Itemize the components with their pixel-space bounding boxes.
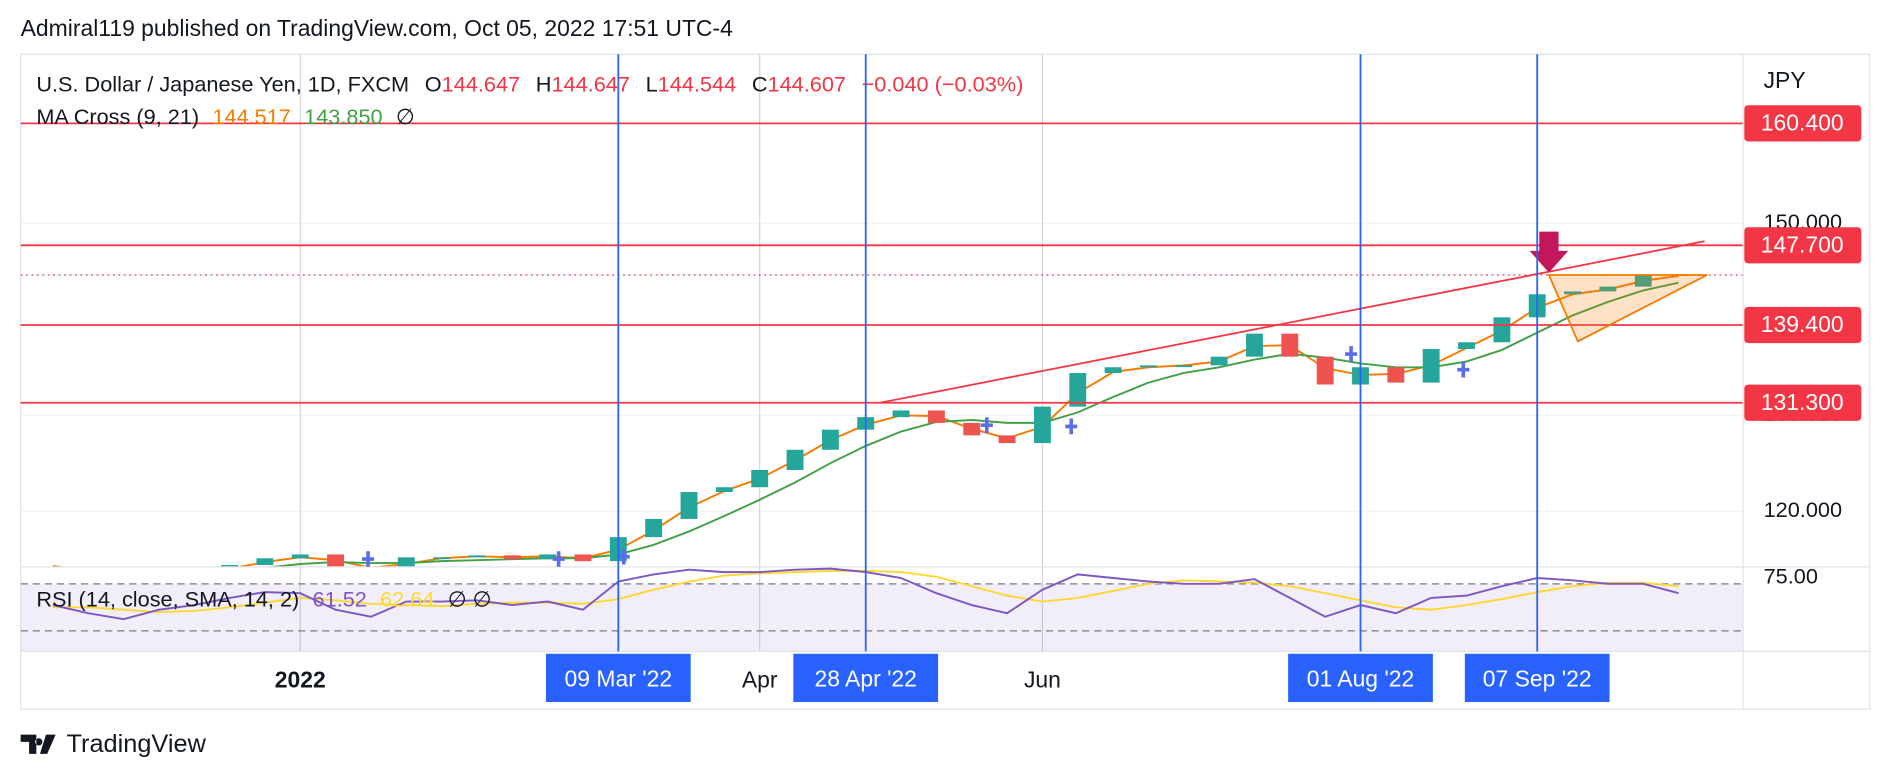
open: 144.647 [442, 71, 520, 96]
candle [892, 410, 910, 418]
level-label-box [1744, 105, 1862, 142]
rsi-legend: RSI (14, close, SMA, 14, 2) 61.52 62.64 … [36, 586, 491, 611]
candle [221, 564, 239, 567]
drawings [362, 231, 1708, 567]
cross [1345, 346, 1358, 362]
candle [715, 487, 733, 493]
level-label: 139.400 [1761, 311, 1844, 337]
candle [397, 557, 415, 567]
low: 144.544 [658, 71, 736, 96]
candle [1281, 333, 1299, 357]
rsi-sma: 62.64 [380, 586, 434, 611]
candle [1387, 367, 1405, 383]
open-label: O [425, 71, 442, 96]
candle [503, 555, 521, 560]
candle [1246, 333, 1263, 357]
candle [1104, 367, 1122, 373]
ma-legend: MA Cross (9, 21) 144.517 143.850 ∅ [36, 104, 414, 129]
x-tick-label: 2022 [275, 667, 326, 693]
candle [1564, 291, 1581, 295]
symbol-legend: U.S. Dollar / Japanese Yen, 1D, FXCM O14… [36, 71, 1023, 96]
tradingview-logo: TradingView [20, 730, 207, 758]
footer-brand: TradingView [66, 730, 206, 758]
cross [1457, 361, 1470, 378]
candle [468, 555, 486, 558]
marker-label-box [793, 653, 939, 703]
candle [645, 518, 663, 538]
candle [1140, 365, 1157, 368]
down-arrow [1529, 231, 1569, 273]
level-label: 160.400 [1761, 110, 1844, 136]
level-label-box [1744, 306, 1862, 344]
cross-markers [362, 346, 1470, 567]
candle [786, 449, 804, 470]
publisher: Admiral119 published on TradingView.com,… [21, 15, 733, 41]
cross [552, 551, 565, 567]
cross [362, 551, 375, 567]
ma-title: MA Cross (9, 21) [36, 104, 199, 129]
level-label: 147.700 [1761, 232, 1844, 258]
high: 144.647 [551, 71, 629, 96]
rsi-tick-label: 75.00 [1764, 564, 1818, 589]
marker-label-box [545, 653, 691, 703]
candle [1210, 356, 1228, 366]
candle [821, 429, 839, 450]
marker-label: 28 Apr '22 [814, 665, 916, 691]
candle [751, 469, 769, 488]
symbol: U.S. Dollar / Japanese Yen, 1D, FXCM [36, 71, 409, 96]
x-tick-label: Apr [742, 667, 778, 693]
marker-label-box [1464, 653, 1610, 703]
price-pane [20, 54, 1744, 567]
low-label: L [646, 71, 658, 96]
candle [1458, 342, 1475, 349]
rsi-title: RSI (14, close, SMA, 14, 2) [36, 586, 299, 611]
rsi-value: 61.52 [313, 586, 367, 611]
candle [433, 557, 451, 560]
candle [963, 422, 981, 436]
candle [680, 492, 698, 519]
level-label: 131.300 [1761, 389, 1844, 415]
cross [980, 417, 993, 434]
candle [1175, 365, 1193, 368]
rsi-icons: ∅ ∅ [448, 586, 492, 611]
candle [327, 554, 345, 567]
close-label: C [752, 71, 768, 96]
marker-label-box [1288, 653, 1433, 703]
candle [1422, 348, 1440, 383]
x-tick-label: Jun [1024, 667, 1061, 693]
marker-label: 07 Sep '22 [1483, 665, 1592, 691]
y-tick-label: 120.000 [1764, 497, 1842, 522]
rsi-pane [20, 566, 1744, 652]
candle [1316, 356, 1334, 385]
candle [256, 558, 274, 565]
logo-mark [20, 734, 56, 754]
candle [539, 554, 557, 560]
cross [1065, 418, 1078, 435]
cross [617, 548, 630, 565]
candle [1033, 406, 1051, 444]
candle [291, 554, 309, 559]
currency: JPY [1764, 67, 1806, 93]
trend-line [879, 240, 1705, 404]
candle [1493, 317, 1511, 343]
candle [574, 554, 592, 562]
candle [1634, 274, 1652, 287]
ma-icon: ∅ [396, 104, 415, 129]
candle [998, 435, 1016, 444]
marker-label: 09 Mar '22 [565, 665, 673, 691]
ma-slow: 143.850 [304, 104, 382, 129]
marker-label: 01 Aug '22 [1307, 665, 1415, 691]
rsi-band-fill [20, 583, 1744, 652]
close: 144.607 [768, 71, 846, 96]
triangle-pattern [1547, 274, 1708, 343]
change: −0.040 (−0.03%) [862, 71, 1024, 96]
level-label-box [1744, 384, 1862, 421]
level-label-box [1744, 227, 1862, 264]
candle [1069, 372, 1087, 407]
candle [927, 410, 945, 423]
ma-fast: 144.517 [212, 104, 290, 129]
candle [1599, 286, 1617, 292]
high-label: H [536, 71, 552, 96]
